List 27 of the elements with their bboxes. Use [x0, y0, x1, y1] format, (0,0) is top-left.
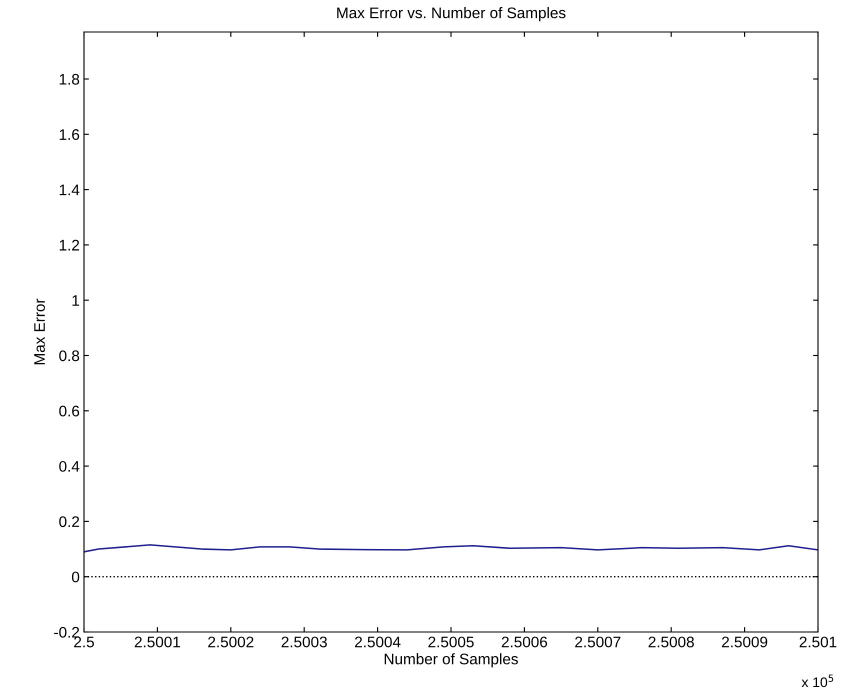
x-tick-label: 2.5007: [575, 636, 620, 648]
x-tick-label: 2.5004: [355, 636, 401, 648]
chart-title: Max Error vs. Number of Samples: [337, 7, 566, 22]
x-tick-label: 2.501: [800, 636, 836, 648]
y-tick-label: -0.2: [54, 626, 80, 638]
x-tick-label: 2.5: [74, 636, 94, 648]
y-tick-label: 1: [72, 295, 80, 306]
x-axis-title: Number of Samples: [384, 653, 518, 668]
y-tick-label: 0: [72, 572, 80, 582]
x-tick-label: 2.5005: [428, 636, 474, 648]
text: x 10$^{5}$: [802, 674, 834, 688]
y-tick-label: 0.2: [59, 516, 80, 528]
y-axis-title: Max Error: [34, 298, 45, 364]
y-tick-label: 0.4: [59, 460, 80, 472]
x-tick-label: 2.5003: [282, 636, 327, 648]
y-tick-label: 1.4: [60, 184, 80, 196]
line-series: [84, 544, 818, 553]
y-tick-label: 1.8: [60, 74, 80, 85]
x-tick-label: 2.5009: [722, 636, 768, 648]
y-tick-label: 0.6: [59, 406, 80, 416]
y-tick-label: 0.8: [59, 350, 80, 362]
x-tick-label: 2.5002: [208, 636, 254, 648]
x-tick-label: 2.5001: [134, 636, 180, 648]
y-tick-label: 1.2: [60, 240, 80, 250]
x-tick-label: 2.5008: [648, 636, 694, 648]
x-tick-label: 2.5006: [502, 636, 548, 648]
y-tick-label: 1.6: [60, 129, 80, 140]
